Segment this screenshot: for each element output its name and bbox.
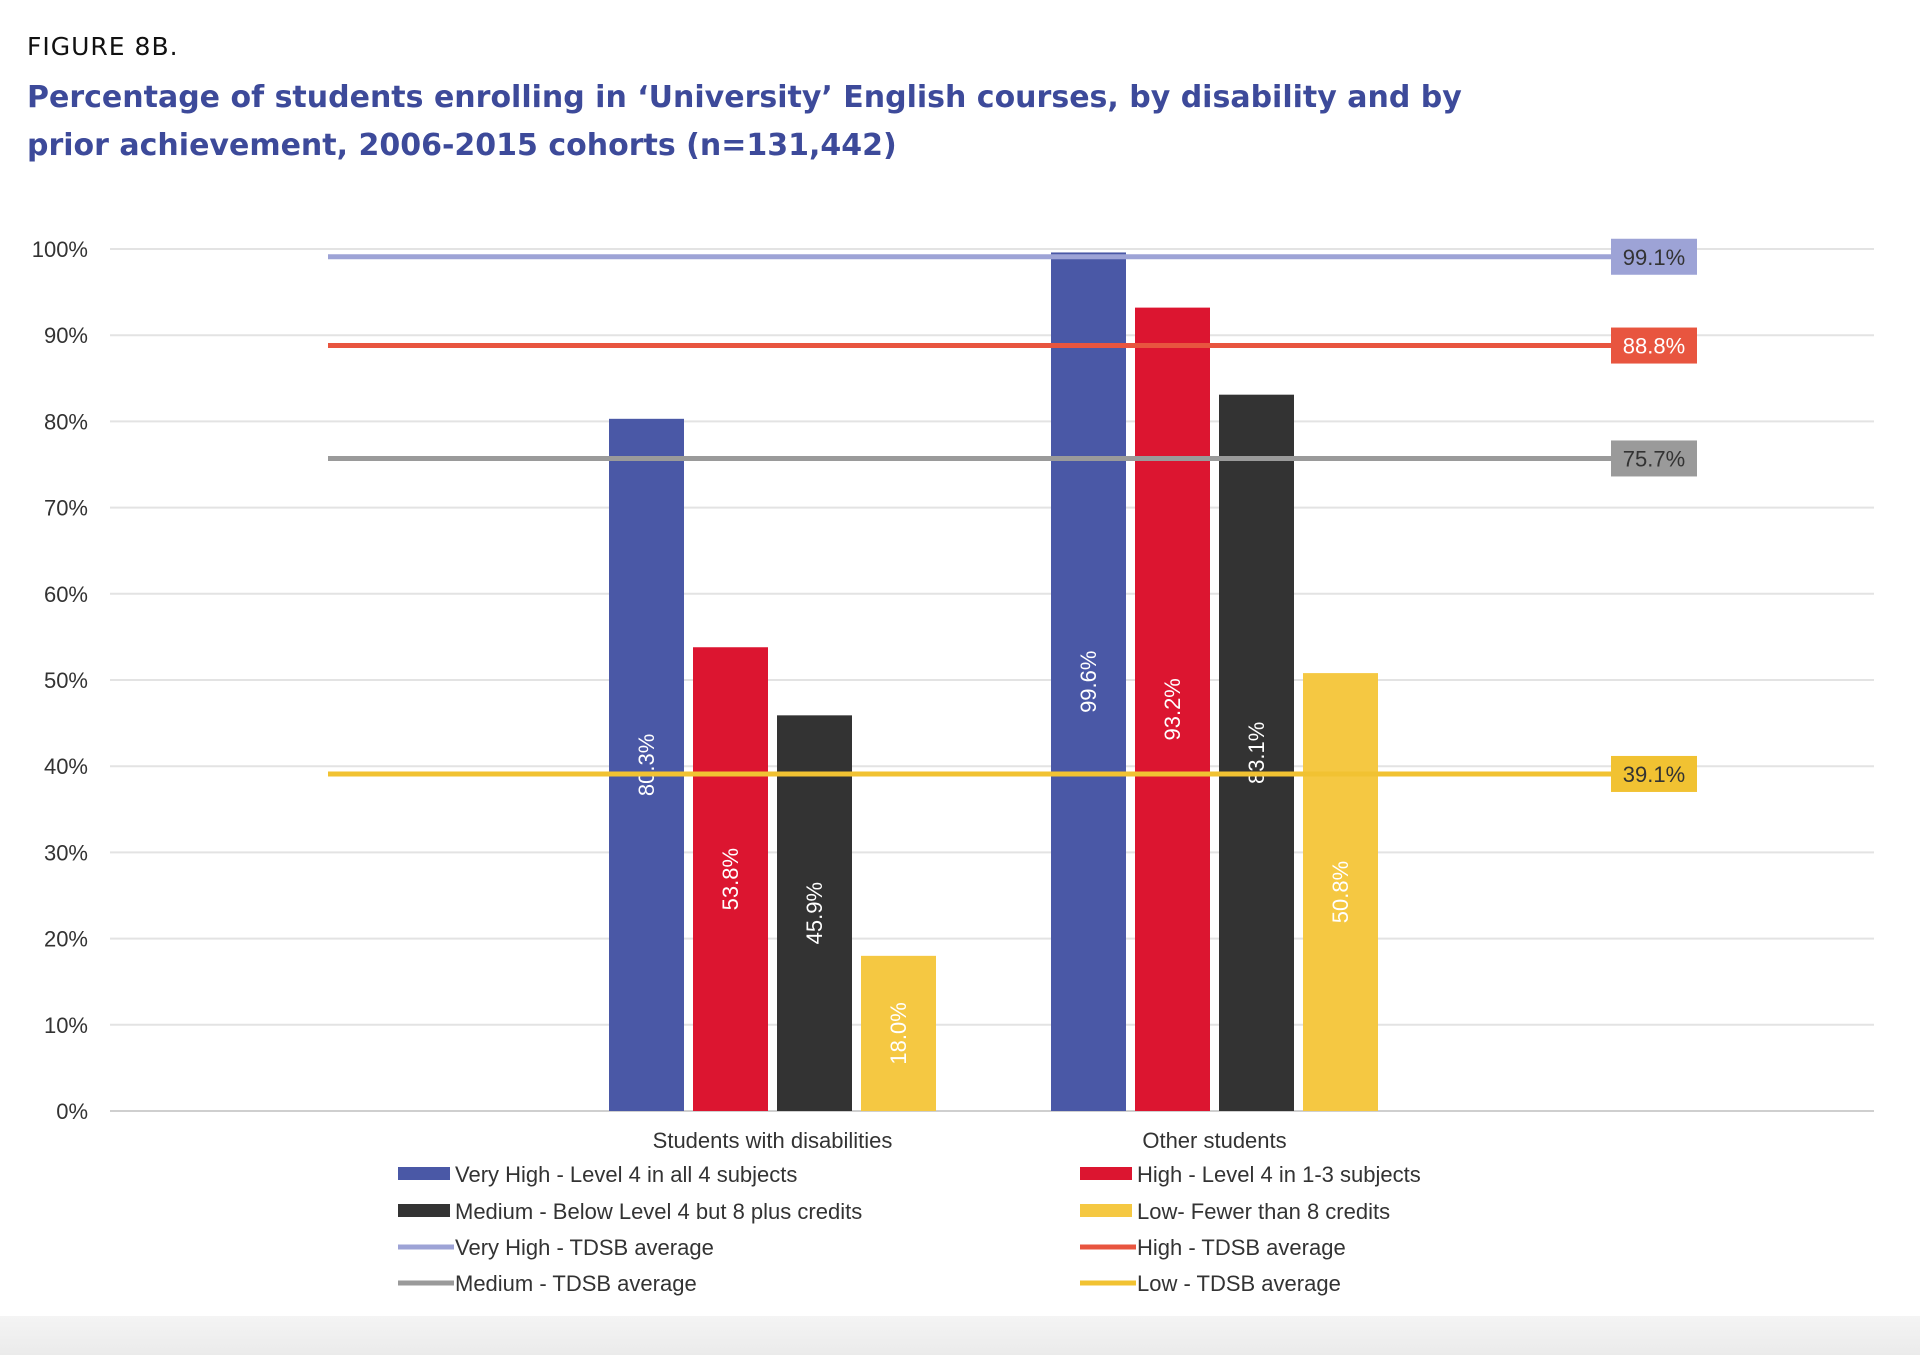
bar: [777, 715, 852, 1111]
reference-label-box: [1611, 238, 1697, 275]
category-label: Other students: [1142, 1128, 1286, 1153]
reference-label-box: [1611, 755, 1697, 792]
legend-label: Medium - TDSB average: [455, 1271, 697, 1296]
legend-label: High - Level 4 in 1-3 subjects: [1137, 1162, 1421, 1187]
y-tick-label: 20%: [44, 927, 88, 952]
y-tick-label: 0%: [56, 1099, 88, 1124]
bar: [861, 955, 936, 1111]
y-tick-label: 100%: [32, 237, 88, 262]
legend-label: High - TDSB average: [1137, 1235, 1346, 1260]
legend-label: Low- Fewer than 8 credits: [1137, 1199, 1390, 1224]
y-tick-label: 90%: [44, 323, 88, 348]
reference-label: 88.8%: [1623, 334, 1685, 359]
y-tick-label: 40%: [44, 754, 88, 779]
bar-data-label: 53.8%: [718, 848, 743, 910]
legend-label: Very High - Level 4 in all 4 subjects: [455, 1162, 797, 1187]
figure-label: FIGURE 8B.: [27, 32, 179, 61]
chart-title: Percentage of students enrolling in ‘Uni…: [27, 80, 1462, 163]
y-tick-label: 50%: [44, 668, 88, 693]
bar: [693, 647, 768, 1111]
y-tick-label: 30%: [44, 840, 88, 865]
y-tick-label: 10%: [44, 1013, 88, 1038]
reference-label-box: [1611, 327, 1697, 364]
bar-data-label: 50.8%: [1328, 861, 1353, 923]
y-tick-label: 60%: [44, 582, 88, 607]
bottom-band: [0, 1316, 1920, 1355]
legend-label: Low - TDSB average: [1137, 1271, 1341, 1296]
legend-label: Medium - Below Level 4 but 8 plus credit…: [455, 1199, 862, 1224]
reference-label-box: [1611, 440, 1697, 477]
legend-swatch: [398, 1204, 450, 1217]
bar: [1219, 394, 1294, 1112]
y-tick-label: 70%: [44, 496, 88, 521]
bar-data-label: 45.9%: [802, 882, 827, 944]
bar-data-label: 18.0%: [886, 1002, 911, 1064]
bar-data-label: 99.6%: [1076, 651, 1101, 713]
reference-label: 75.7%: [1623, 446, 1685, 471]
bar: [1135, 307, 1210, 1112]
reference-label: 99.1%: [1623, 245, 1685, 270]
legend-swatch: [398, 1167, 450, 1180]
legend-label: Very High - TDSB average: [455, 1235, 714, 1260]
y-tick-label: 80%: [44, 409, 88, 434]
bar-data-label: 93.2%: [1160, 678, 1185, 740]
category-label: Students with disabilities: [653, 1128, 893, 1153]
legend-swatch: [1080, 1167, 1132, 1180]
bar: [1303, 673, 1378, 1111]
bar: [1051, 252, 1126, 1111]
reference-label: 39.1%: [1623, 762, 1685, 787]
bar-data-label: 80.3%: [634, 734, 659, 796]
bar: [609, 418, 684, 1112]
legend-swatch: [1080, 1204, 1132, 1217]
